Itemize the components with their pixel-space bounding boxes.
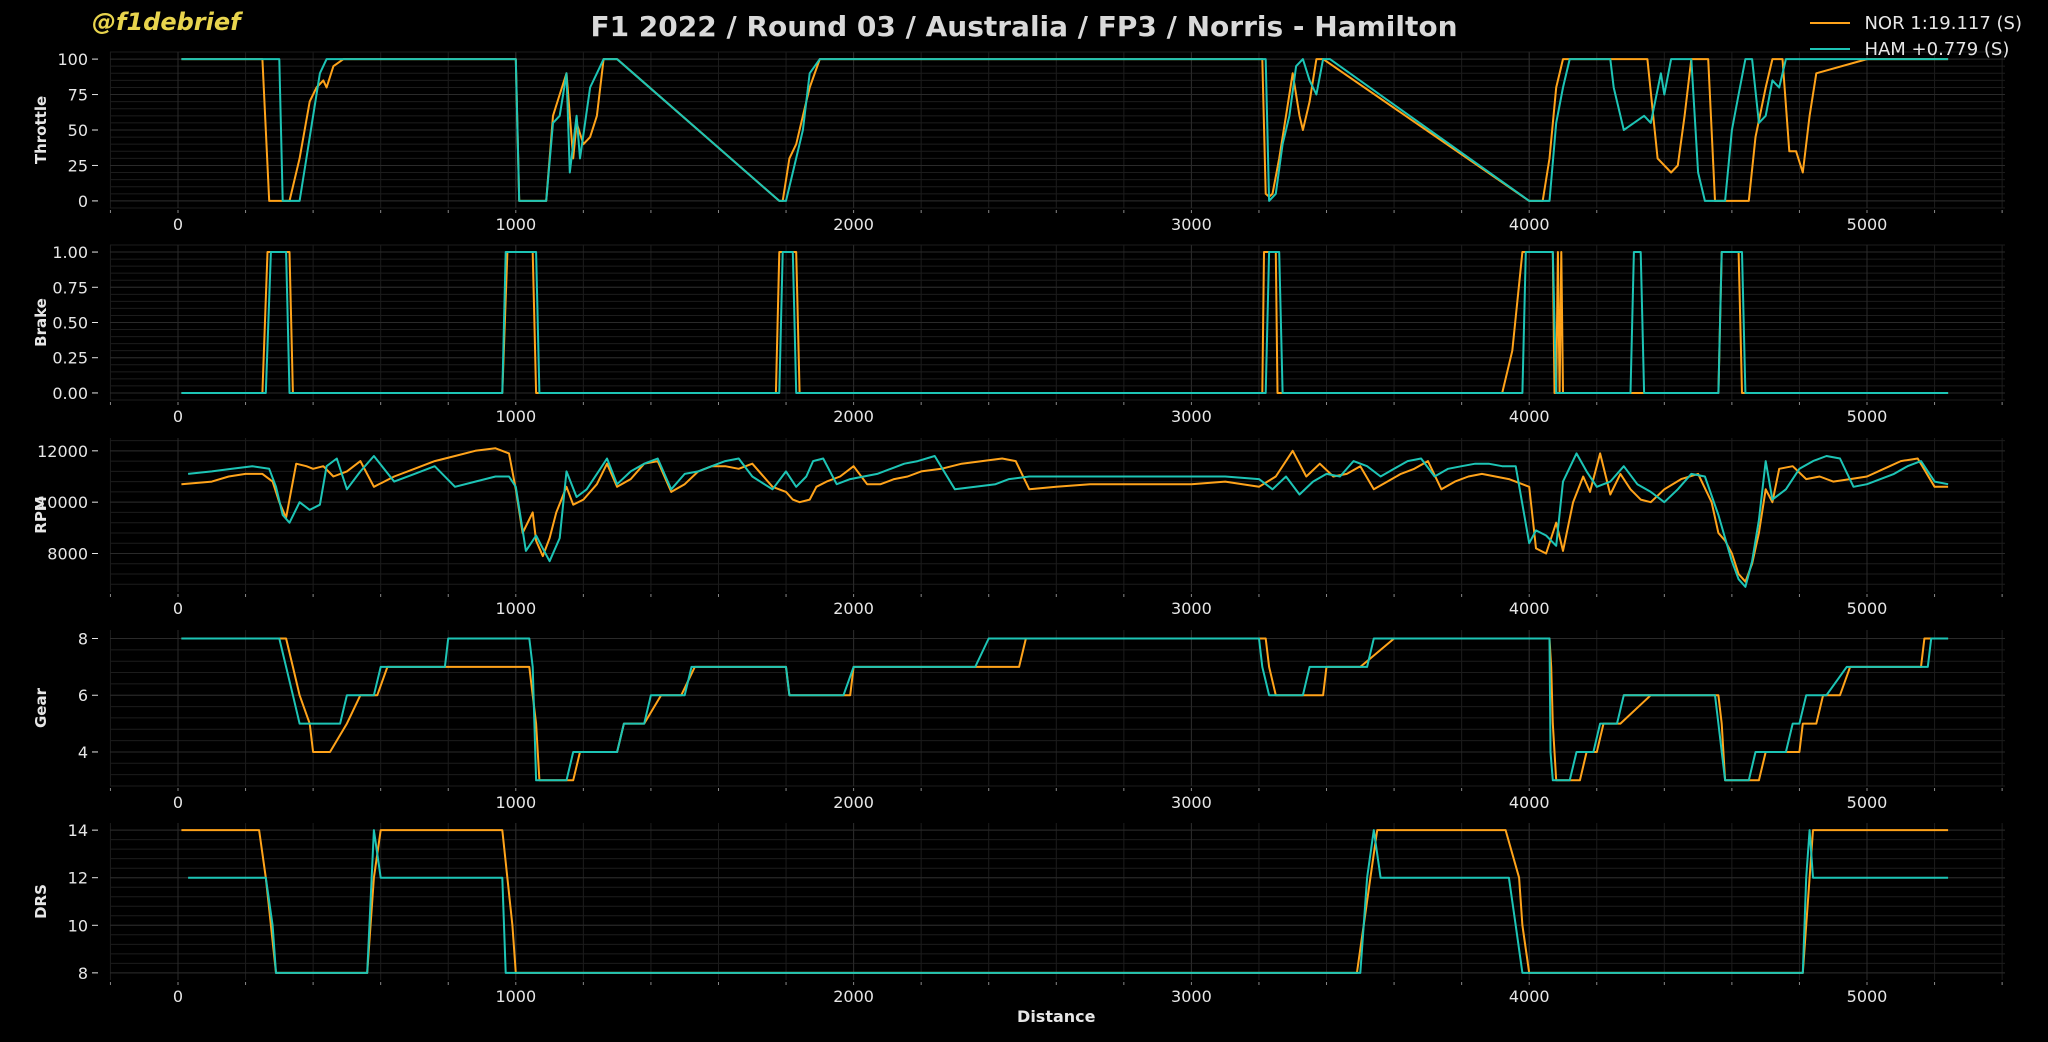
x-tick-label: 1000 <box>495 987 536 1006</box>
x-tick-label: 2000 <box>833 215 874 234</box>
x-tick-label: 1000 <box>495 215 536 234</box>
y-tick-label: 12 <box>68 869 88 888</box>
y-axis-label: DRS <box>32 884 50 919</box>
x-tick-label: 2000 <box>833 793 874 812</box>
y-tick-label: 8 <box>78 964 88 983</box>
y-tick-label: 4 <box>78 743 88 762</box>
x-tick-label: 1000 <box>495 407 536 426</box>
y-tick-label: 12000 <box>37 442 88 461</box>
y-tick-label: 8 <box>78 630 88 649</box>
series-line-ham-drs <box>188 829 1949 974</box>
x-tick-label: 4000 <box>1509 987 1550 1006</box>
y-tick-label: 0 <box>78 192 88 211</box>
x-tick-label: 0 <box>173 407 183 426</box>
watermark: @f1debrief <box>92 8 241 36</box>
legend-item-ham: HAM +0.779 (S) <box>1810 36 2022 62</box>
series-line-ham-gear <box>181 637 1949 782</box>
y-tick-label: 75 <box>68 86 88 105</box>
series-line-nor-drs <box>181 829 1949 974</box>
series-line-nor-rpm <box>181 447 1949 583</box>
x-tick-label: 4000 <box>1509 215 1550 234</box>
y-tick-label: 10000 <box>37 493 88 512</box>
x-tick-label: 5000 <box>1847 987 1888 1006</box>
x-tick-label: 0 <box>173 599 183 618</box>
x-tick-label: 3000 <box>1171 215 1212 234</box>
y-tick-label: 0.50 <box>52 314 88 333</box>
x-tick-label: 0 <box>173 215 183 234</box>
panel-brake: 0.00 0.25 0.50 0.75 1.00 0 1000 2000 3000 4000 500… <box>32 243 2005 426</box>
x-axis-label: Distance <box>1017 1007 1096 1026</box>
y-axis-label: RPM <box>32 496 50 533</box>
x-tick-label: 0 <box>173 793 183 812</box>
chart-title: F1 2022 / Round 03 / Australia / FP3 / N… <box>590 10 1458 43</box>
legend-label-ham: HAM +0.779 (S) <box>1864 38 2010 60</box>
series-line-ham-throttle <box>181 58 1949 202</box>
panel-drs: 8 10 12 14 0 1000 2000 3000 4000 5000 DRS <box>32 821 2005 1006</box>
x-tick-label: 0 <box>173 987 183 1006</box>
y-axis-label: Throttle <box>32 96 50 164</box>
x-tick-label: 3000 <box>1171 987 1212 1006</box>
y-axis-label: Brake <box>32 298 50 347</box>
x-tick-label: 3000 <box>1171 793 1212 812</box>
x-tick-label: 2000 <box>833 987 874 1006</box>
x-tick-label: 1000 <box>495 793 536 812</box>
legend-swatch-ham <box>1810 48 1851 50</box>
y-tick-label: 0.00 <box>52 384 88 403</box>
x-tick-label: 5000 <box>1847 793 1888 812</box>
panel-gear: 4 6 8 0 1000 2000 3000 4000 5000 Gear <box>32 630 2005 812</box>
x-tick-label: 1000 <box>495 599 536 618</box>
y-tick-label: 0.25 <box>52 349 88 368</box>
x-tick-label: 5000 <box>1847 407 1888 426</box>
y-tick-label: 14 <box>68 821 88 840</box>
x-tick-label: 4000 <box>1509 407 1550 426</box>
x-tick-label: 5000 <box>1847 215 1888 234</box>
series-line-ham-rpm <box>187 452 1949 588</box>
x-tick-label: 2000 <box>833 599 874 618</box>
y-tick-label: 25 <box>68 156 88 175</box>
x-tick-label: 2000 <box>833 407 874 426</box>
y-tick-label: 8000 <box>47 545 88 564</box>
x-tick-label: 5000 <box>1847 599 1888 618</box>
legend-swatch-nor <box>1810 22 1851 24</box>
panel-rpm: 8000 10000 12000 0 1000 2000 3000 4000 5000 RPM <box>32 438 2005 618</box>
y-tick-label: 6 <box>78 686 88 705</box>
series-line-ham-brake <box>181 251 1949 394</box>
y-tick-label: 0.75 <box>52 278 88 297</box>
y-tick-label: 50 <box>68 121 88 140</box>
y-axis-label: Gear <box>32 687 50 728</box>
x-tick-label: 4000 <box>1509 599 1550 618</box>
legend-item-nor: NOR 1:19.117 (S) <box>1810 10 2022 36</box>
legend-label-nor: NOR 1:19.117 (S) <box>1864 12 2022 34</box>
y-tick-label: 10 <box>68 916 88 935</box>
x-tick-label: 3000 <box>1171 407 1212 426</box>
legend: NOR 1:19.117 (S) HAM +0.779 (S) <box>1810 10 2022 62</box>
x-tick-label: 4000 <box>1509 793 1550 812</box>
x-tick-label: 3000 <box>1171 599 1212 618</box>
y-tick-label: 100 <box>57 50 88 69</box>
y-tick-label: 1.00 <box>52 243 88 262</box>
